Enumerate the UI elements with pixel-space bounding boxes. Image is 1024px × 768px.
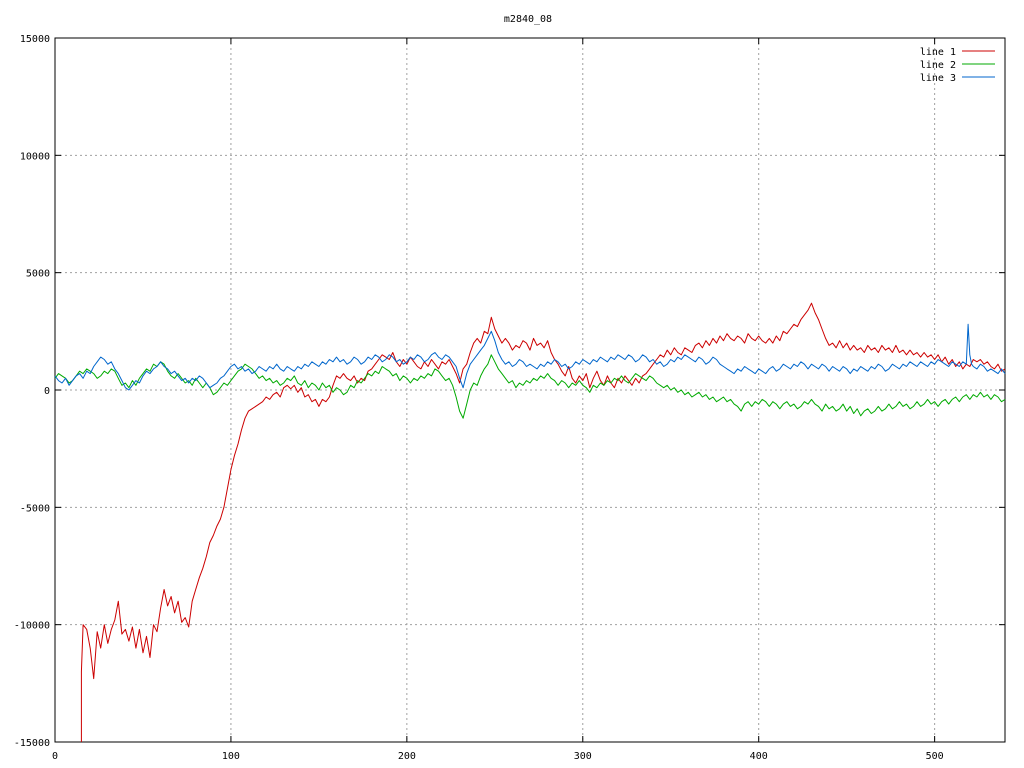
y-tick-label: 5000	[26, 269, 50, 280]
y-tick-label: 10000	[20, 151, 50, 162]
y-tick-label: -5000	[20, 503, 50, 514]
y-tick-label: -15000	[14, 738, 50, 749]
chart-title: m2840_08	[504, 14, 552, 25]
x-axis: 0 100 200 300 400 500	[52, 38, 944, 762]
x-tick-label: 100	[222, 751, 240, 762]
y-axis: -15000 -10000 -5000 0 5000 10000 15000	[14, 34, 1005, 749]
series-line-2	[54, 354, 1006, 419]
x-tick-label: 200	[398, 751, 416, 762]
legend-label: line 1	[920, 47, 956, 58]
x-tick-label: 300	[574, 751, 592, 762]
x-tick-label: 500	[926, 751, 944, 762]
y-tick-label: -10000	[14, 621, 50, 632]
x-tick-label: 0	[52, 751, 58, 762]
series-line-3	[54, 323, 1006, 391]
series-line-1	[80, 302, 1006, 742]
x-tick-label: 400	[750, 751, 768, 762]
legend-label: line 2	[920, 60, 956, 71]
legend: line 1 line 2 line 3	[920, 47, 995, 84]
legend-label: line 3	[920, 73, 956, 84]
grid	[55, 38, 1005, 742]
y-tick-label: 0	[44, 386, 50, 397]
y-tick-label: 15000	[20, 34, 50, 45]
series-group	[54, 302, 1006, 742]
